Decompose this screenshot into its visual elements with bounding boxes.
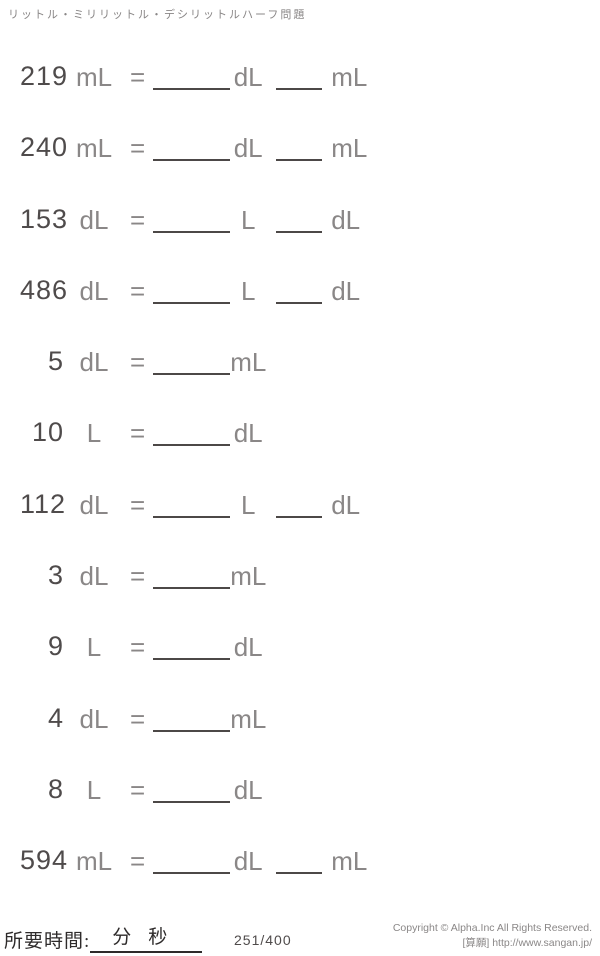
problem-value: 594 (20, 845, 69, 876)
problem-value: 219 (20, 61, 69, 91)
equals-sign: = (130, 204, 146, 235)
answer-blank-secondary (276, 225, 323, 233)
equals-sign: = (130, 133, 146, 164)
problem-unit: dL (79, 703, 109, 734)
equals-sign: = (130, 275, 146, 306)
answer-unit-primary: dL (233, 418, 263, 449)
problem-unit: dL (79, 347, 109, 378)
problem-value: 153 (20, 203, 69, 234)
problems-list: 219 mL = dL mL 240 mL = dL mL 153 dL = L… (20, 46, 367, 902)
problem-unit: mL (75, 62, 113, 92)
equals-sign: = (130, 703, 146, 734)
answer-unit-primary: mL (230, 703, 267, 734)
problem-row: 9 L = dL (20, 616, 367, 663)
answer-blank-primary (153, 510, 231, 518)
problem-row: 3 dL = mL (20, 545, 367, 592)
answer-unit-secondary: dL (331, 489, 361, 520)
problem-row: 10 L = dL (20, 402, 367, 449)
problem-value: 4 (47, 702, 64, 733)
page-number: 251/400 (234, 932, 292, 948)
answer-blank-secondary (276, 510, 323, 518)
problem-unit: dL (79, 561, 109, 592)
answer-blank-primary (153, 225, 231, 233)
answer-unit-primary: L (240, 204, 256, 235)
answer-unit-primary: L (240, 489, 256, 520)
answer-unit-primary: mL (230, 347, 267, 378)
answer-blank-primary (153, 438, 231, 447)
answer-blank-primary (153, 367, 231, 376)
equals-sign: = (130, 561, 146, 592)
answer-unit-secondary: mL (331, 133, 368, 164)
problem-unit: L (86, 774, 102, 805)
time-taken-field: 所要時間: 分 秒 (4, 922, 203, 953)
copyright-line2: [算願] http://www.sangan.jp/ (462, 937, 592, 950)
equals-sign: = (130, 418, 146, 449)
seconds-label: 秒 (148, 927, 168, 948)
problem-value: 8 (47, 773, 64, 804)
problem-value: 240 (20, 132, 69, 163)
answer-unit-primary: L (240, 275, 256, 306)
problem-unit: dL (79, 275, 109, 306)
equals-sign: = (130, 774, 146, 805)
equals-sign: = (130, 62, 146, 92)
answer-blank-secondary (276, 866, 323, 875)
problem-value: 112 (20, 488, 67, 519)
problem-row: 8 L = dL (20, 759, 367, 803)
equals-sign: = (130, 632, 146, 663)
answer-unit-secondary: mL (331, 846, 368, 877)
answer-unit-primary: dL (233, 774, 263, 805)
answer-blank-secondary (276, 153, 323, 162)
problem-row: 5 dL = mL (20, 331, 367, 378)
equals-sign: = (130, 846, 146, 877)
answer-unit-secondary: dL (331, 275, 361, 306)
problem-row: 219 mL = dL mL (20, 46, 367, 90)
problem-row: 112 dL = L dL (20, 474, 367, 518)
answer-unit-primary: mL (230, 561, 267, 592)
minutes-label: 分 (112, 927, 132, 948)
answer-blank-primary (153, 82, 231, 90)
answer-blank-primary (153, 724, 231, 732)
answer-blank-primary (153, 581, 231, 590)
answer-blank-secondary (276, 82, 323, 90)
answer-unit-primary: dL (233, 133, 263, 164)
equals-sign: = (130, 489, 146, 520)
copyright: Copyright © Alpha.Inc All Rights Reserve… (393, 921, 592, 951)
answer-blank-primary (153, 153, 231, 162)
page-title: リットル・ミリリットル・デシリットルハーフ問題 (8, 9, 307, 21)
problem-row: 4 dL = mL (20, 688, 367, 732)
answer-blank-primary (153, 652, 231, 661)
equals-sign: = (130, 347, 146, 378)
problem-unit: mL (75, 133, 113, 164)
time-taken-blank-line: 分 秒 (90, 922, 203, 953)
problem-unit: L (86, 418, 102, 449)
problem-unit: mL (75, 846, 113, 877)
problem-unit: dL (79, 204, 109, 235)
copyright-line1: Copyright © Alpha.Inc All Rights Reserve… (392, 922, 592, 934)
answer-blank-primary (153, 296, 231, 304)
problem-row: 594 mL = dL mL (20, 830, 368, 877)
answer-unit-primary: dL (233, 62, 263, 92)
answer-unit-primary: dL (233, 632, 263, 663)
problem-unit: L (86, 632, 102, 663)
answer-blank-primary (153, 795, 231, 803)
problem-row: 240 mL = dL mL (20, 117, 368, 164)
problem-value: 10 (31, 417, 64, 448)
problem-value: 3 (47, 560, 64, 591)
problem-value: 9 (47, 631, 64, 662)
answer-unit-secondary: mL (331, 62, 368, 92)
time-taken-label: 所要時間: (4, 931, 91, 952)
problem-unit: dL (79, 489, 109, 520)
problem-value: 486 (20, 274, 69, 305)
answer-blank-primary (153, 866, 231, 875)
answer-unit-primary: dL (233, 846, 263, 877)
problem-row: 153 dL = L dL (20, 189, 367, 233)
problem-value: 5 (47, 346, 64, 377)
problem-row: 486 dL = L dL (20, 260, 367, 304)
answer-unit-secondary: dL (331, 204, 361, 235)
answer-blank-secondary (276, 296, 323, 304)
